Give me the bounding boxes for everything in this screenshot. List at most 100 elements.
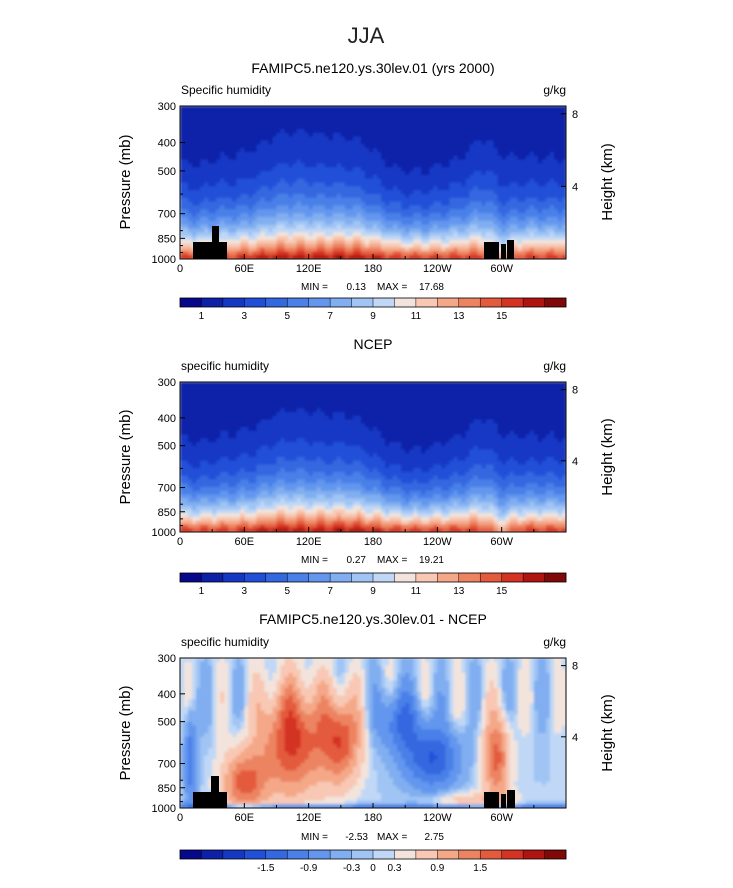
heatmap-cell	[501, 155, 507, 161]
heatmap-cell	[332, 239, 338, 245]
heatmap-cell	[204, 209, 209, 214]
heatmap-cell	[473, 389, 479, 394]
heatmap-cell	[457, 128, 463, 134]
heatmap-cell	[541, 151, 547, 157]
heatmap-cell	[417, 251, 422, 256]
heatmap-cell	[288, 216, 294, 222]
heatmap-cell	[553, 125, 559, 130]
heatmap-cell	[473, 148, 479, 153]
heatmap-cell	[457, 125, 463, 130]
heatmap-cell	[204, 412, 209, 417]
heatmap-cell	[417, 393, 422, 398]
y-tick-label: 700	[158, 209, 176, 221]
heatmap-cell	[268, 190, 274, 195]
heatmap-cell	[541, 171, 547, 176]
heatmap-cell	[296, 144, 302, 149]
heatmap-cell	[417, 197, 422, 203]
heatmap-cell	[236, 128, 241, 134]
heatmap-cell	[236, 106, 241, 111]
heatmap-cell	[180, 144, 185, 149]
heatmap-cell	[308, 140, 314, 145]
heatmap-cell	[417, 159, 422, 164]
heatmap-cell	[220, 136, 225, 142]
heatmap-cell	[352, 197, 358, 203]
heatmap-cell	[541, 224, 547, 229]
heatmap-cell	[240, 197, 245, 203]
heatmap-cell	[389, 419, 394, 424]
heatmap-cell	[449, 255, 455, 259]
heatmap-cell	[192, 236, 197, 241]
heatmap-cell	[557, 385, 563, 391]
heatmap-cell	[393, 404, 398, 409]
heatmap-cell	[204, 404, 209, 409]
heatmap-cell	[473, 174, 479, 180]
heatmap-cell	[256, 389, 262, 394]
heatmap-cell	[280, 128, 286, 134]
heatmap-cell	[320, 136, 326, 142]
heatmap-cell	[304, 209, 310, 214]
heatmap-cell	[453, 251, 459, 256]
heatmap-cell	[324, 144, 330, 149]
heatmap-cell	[344, 201, 350, 207]
heatmap-cell	[397, 216, 402, 222]
heatmap-cell	[549, 220, 555, 226]
heatmap-cell	[356, 389, 362, 394]
heatmap-cell	[561, 186, 566, 191]
heatmap-cell	[501, 182, 507, 187]
heatmap-cell	[553, 239, 559, 245]
heatmap-cell	[553, 243, 559, 249]
heatmap-cell	[457, 224, 463, 229]
heatmap-cell	[425, 251, 430, 256]
heatmap-cell	[276, 128, 282, 134]
heatmap-cell	[385, 174, 390, 180]
heatmap-cell	[328, 186, 334, 191]
heatmap-cell	[385, 236, 390, 241]
heatmap-cell	[316, 190, 322, 195]
heatmap-cell	[336, 171, 342, 176]
heatmap-cell	[409, 239, 414, 245]
heatmap-cell	[300, 140, 306, 145]
heatmap-cell	[292, 415, 298, 421]
heatmap-cell	[284, 205, 290, 210]
heatmap-cell	[501, 419, 507, 424]
heatmap-cell	[232, 382, 237, 387]
heatmap-cell	[437, 247, 442, 252]
heatmap-cell	[180, 205, 185, 210]
heatmap-cell	[445, 128, 450, 134]
heatmap-cell	[545, 190, 551, 195]
heatmap-cell	[316, 385, 322, 391]
heatmap-cell	[421, 144, 426, 149]
heatmap-cell	[324, 412, 330, 417]
heatmap-cell	[373, 220, 378, 226]
heatmap-cell	[485, 393, 491, 398]
heatmap-cell	[352, 182, 358, 187]
heatmap-cell	[513, 205, 519, 210]
heatmap-cell	[501, 400, 507, 406]
colorbar-swatch	[394, 298, 417, 307]
heatmap-cell	[469, 393, 475, 398]
heatmap-cell	[529, 251, 535, 256]
heatmap-cell	[236, 419, 241, 424]
heatmap-cell	[228, 247, 233, 252]
heatmap-cell	[212, 213, 217, 218]
heatmap-cell	[184, 140, 189, 145]
heatmap-cell	[356, 201, 362, 207]
heatmap-cell	[348, 174, 354, 180]
heatmap-cell	[196, 125, 201, 130]
heatmap-cell	[413, 404, 418, 409]
heatmap-cell	[493, 201, 499, 207]
heatmap-cell	[344, 132, 350, 138]
heatmap-cell	[545, 389, 551, 394]
heatmap-cell	[421, 109, 426, 115]
heatmap-cell	[373, 209, 378, 214]
heatmap-cell	[312, 178, 318, 184]
heatmap-cell	[553, 412, 559, 417]
heatmap-cell	[457, 174, 463, 180]
heatmap-cell	[252, 174, 257, 180]
heatmap-cell	[360, 397, 366, 402]
heatmap-cell	[521, 239, 527, 245]
heatmap-cell	[272, 201, 278, 207]
heatmap-cell	[373, 148, 378, 153]
heatmap-cell	[348, 243, 354, 249]
heatmap-cell	[393, 382, 398, 387]
